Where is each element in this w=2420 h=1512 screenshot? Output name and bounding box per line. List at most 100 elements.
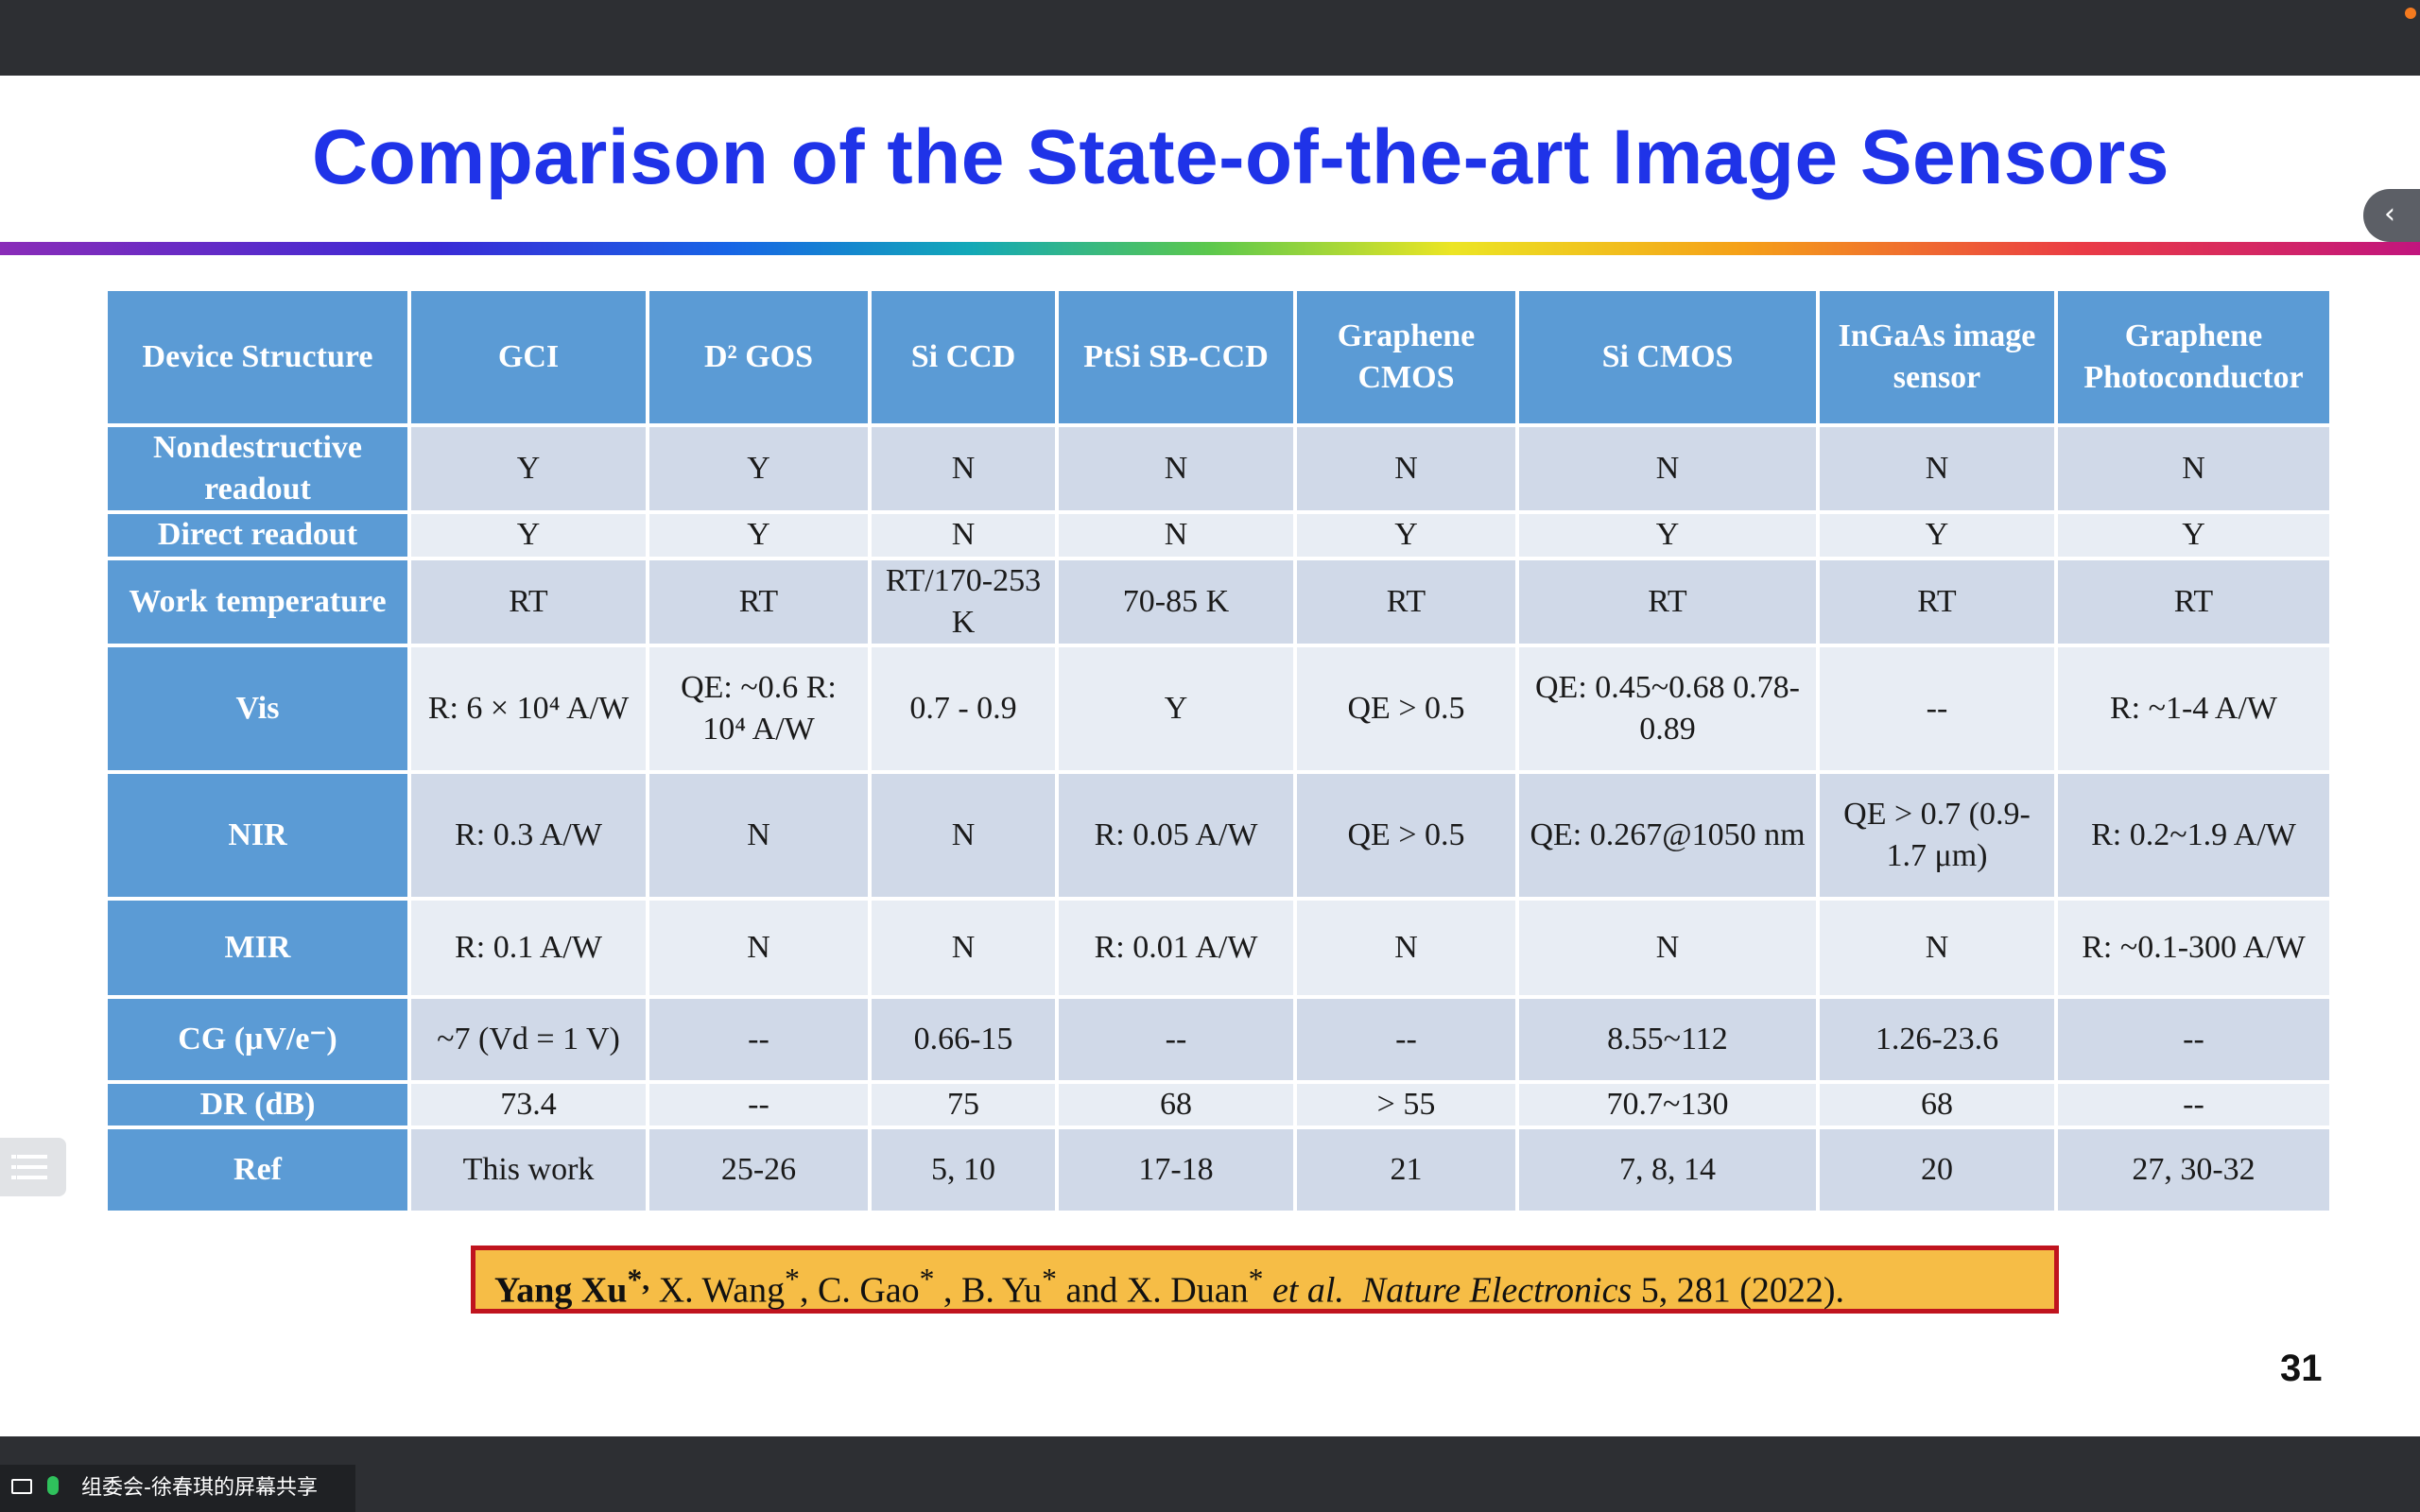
table-cell: --: [1059, 998, 1293, 1080]
table-cell: Y: [1519, 514, 1816, 557]
collapse-panel-chevron-icon[interactable]: ‹: [2363, 189, 2420, 242]
header-cell: InGaAs image sensor: [1820, 291, 2054, 423]
table-cell: N: [1820, 427, 2054, 511]
table-cell: N: [1519, 427, 1816, 511]
table-cell: N: [1297, 427, 1515, 511]
table-cell: > 55: [1297, 1083, 1515, 1126]
page-number: 31: [2280, 1348, 2323, 1389]
table-row: NIR R: 0.3 A/W N N R: 0.05 A/W QE > 0.5 …: [108, 773, 2329, 897]
top-bar: [0, 0, 2420, 76]
table-cell: 0.7 - 0.9: [872, 646, 1055, 770]
rainbow-divider: [0, 242, 2420, 255]
table-cell: R: ~1-4 A/W: [2058, 646, 2329, 770]
bottom-bar: [0, 1436, 2420, 1512]
table-cell: QE > 0.5: [1297, 773, 1515, 897]
table-cell: 75: [872, 1083, 1055, 1126]
citation-etal: et al.: [1271, 1270, 1344, 1311]
table-cell: RT/170-253 K: [872, 559, 1055, 644]
recording-indicator: [2405, 8, 2416, 19]
citation-author: X. Duan: [1126, 1270, 1249, 1311]
comparison-table: Device Structure GCI D² GOS Si CCD PtSi …: [104, 287, 2333, 1214]
table-cell: RT: [2058, 559, 2329, 644]
table-cell: N: [1059, 427, 1293, 511]
citation-journal: Nature Electronics: [1361, 1270, 1633, 1311]
table-cell: N: [649, 900, 868, 995]
table-cell: Y: [411, 427, 646, 511]
table-cell: --: [649, 998, 868, 1080]
table-cell: --: [649, 1083, 868, 1126]
row-label: Direct readout: [108, 514, 407, 557]
header-cell: Device Structure: [108, 291, 407, 423]
header-cell: Graphene Photoconductor: [2058, 291, 2329, 423]
screen-share-icon: [11, 1479, 32, 1494]
header-cell: GCI: [411, 291, 646, 423]
row-label: DR (dB): [108, 1083, 407, 1126]
lead-author: Yang Xu: [494, 1270, 628, 1311]
slide-title: Comparison of the State-of-the-art Image…: [312, 114, 2169, 200]
table-cell: R: 0.3 A/W: [411, 773, 646, 897]
table-cell: RT: [411, 559, 646, 644]
table-cell: Y: [649, 427, 868, 511]
citation-star: *: [785, 1263, 800, 1296]
row-label: Work temperature: [108, 559, 407, 644]
table-cell: QE > 0.5: [1297, 646, 1515, 770]
table-cell: QE: 0.45~0.68 0.78-0.89: [1519, 646, 1816, 770]
header-cell: D² GOS: [649, 291, 868, 423]
citation-volume: 5, 281 (2022).: [1640, 1270, 1845, 1311]
header-cell: Graphene CMOS: [1297, 291, 1515, 423]
table-cell: R: 0.2~1.9 A/W: [2058, 773, 2329, 897]
table-row: Nondestructive readout Y Y N N N N N N: [108, 427, 2329, 511]
citation-box: Yang Xu*, X. Wang*, C. Gao* , B. Yu* and…: [471, 1246, 2059, 1314]
row-label: Ref: [108, 1129, 407, 1211]
table-cell: RT: [1297, 559, 1515, 644]
table-cell: R: ~0.1-300 A/W: [2058, 900, 2329, 995]
table-cell: 0.66-15: [872, 998, 1055, 1080]
table-cell: 8.55~112: [1519, 998, 1816, 1080]
table-cell: Y: [1820, 514, 2054, 557]
row-label: Nondestructive readout: [108, 427, 407, 511]
lead-author-mark: *,: [627, 1263, 650, 1296]
table-cell: RT: [1820, 559, 2054, 644]
table-cell: 73.4: [411, 1083, 646, 1126]
citation-author: C. Gao: [817, 1270, 920, 1311]
row-label: NIR: [108, 773, 407, 897]
table-cell: N: [872, 773, 1055, 897]
citation-and: and: [1065, 1270, 1118, 1311]
table-cell: N: [1519, 900, 1816, 995]
microphone-icon[interactable]: [47, 1476, 59, 1495]
table-cell: RT: [1519, 559, 1816, 644]
table-cell: Y: [2058, 514, 2329, 557]
table-cell: This work: [411, 1129, 646, 1211]
table-cell: N: [872, 427, 1055, 511]
table-cell: --: [2058, 998, 2329, 1080]
table-cell: N: [1059, 514, 1293, 557]
table-cell: Y: [411, 514, 646, 557]
table-cell: 1.26-23.6: [1820, 998, 2054, 1080]
table-cell: R: 0.05 A/W: [1059, 773, 1293, 897]
table-cell: 21: [1297, 1129, 1515, 1211]
table-cell: Y: [1297, 514, 1515, 557]
header-cell: PtSi SB-CCD: [1059, 291, 1293, 423]
presentation-slide: Comparison of the State-of-the-art Image…: [0, 76, 2420, 1436]
table-cell: R: 0.01 A/W: [1059, 900, 1293, 995]
table-cell: --: [1297, 998, 1515, 1080]
table-cell: 68: [1059, 1083, 1293, 1126]
table-cell: QE: ~0.6 R: 10⁴ A/W: [649, 646, 868, 770]
table-cell: 70.7~130: [1519, 1083, 1816, 1126]
table-row: DR (dB) 73.4 -- 75 68 > 55 70.7~130 68 -…: [108, 1083, 2329, 1126]
table-cell: 5, 10: [872, 1129, 1055, 1211]
citation-star: *: [919, 1263, 935, 1296]
screen-share-label: 组委会-徐春琪的屏幕共享: [0, 1465, 355, 1512]
header-cell: Si CCD: [872, 291, 1055, 423]
citation-star: *: [1042, 1263, 1057, 1296]
table-cell: 68: [1820, 1083, 2054, 1126]
table-cell: QE: 0.267@1050 nm: [1519, 773, 1816, 897]
outline-list-icon[interactable]: [0, 1138, 66, 1196]
table-cell: QE > 0.7 (0.9-1.7 μm): [1820, 773, 2054, 897]
table-cell: N: [872, 900, 1055, 995]
table-cell: R: 6 × 10⁴ A/W: [411, 646, 646, 770]
citation-author: X. Wang: [658, 1270, 786, 1311]
table-cell: N: [649, 773, 868, 897]
table-cell: 70-85 K: [1059, 559, 1293, 644]
row-label: Vis: [108, 646, 407, 770]
